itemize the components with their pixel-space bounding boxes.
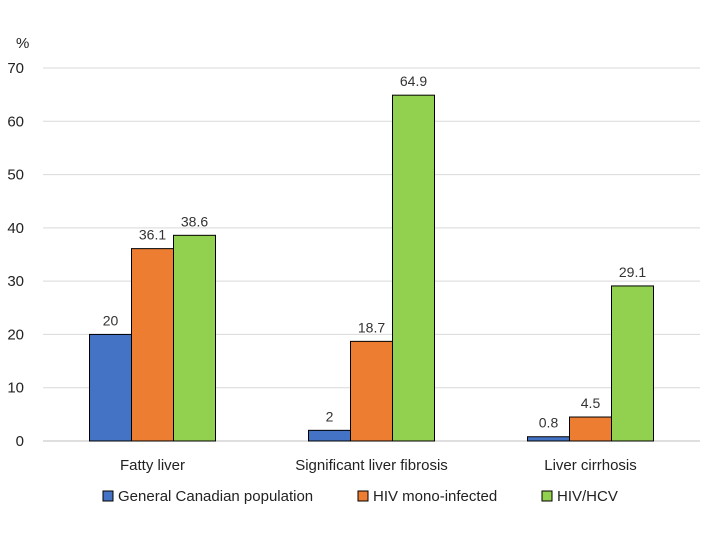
y-tick-label: 70 (7, 60, 24, 77)
y-tick-label: 0 (16, 433, 24, 450)
bar-2-2 (350, 340, 393, 442)
legend-label: HIV mono-infected (373, 488, 497, 505)
y-tick-label: 30 (7, 273, 24, 290)
data-label: 36.1 (139, 227, 166, 243)
y-axis-unit-label: % (16, 35, 29, 52)
legend-swatch (357, 490, 369, 502)
category-label: Fatty liver (120, 457, 185, 474)
bar-1-1 (89, 333, 132, 442)
y-axis-ticks: 0 10 20 30 40 50 60 70 (7, 60, 24, 450)
legend-swatch (541, 490, 553, 502)
bar-3-3 (611, 285, 654, 442)
y-tick-label: 60 (7, 113, 24, 130)
data-label: 18.7 (358, 319, 385, 335)
legend-swatch (102, 490, 114, 502)
data-label: 20 (103, 312, 119, 328)
category-label: Liver cirrhosis (544, 457, 637, 474)
legend-label: General Canadian population (118, 488, 313, 505)
legend: General Canadian population HIV mono-infe… (102, 488, 618, 505)
data-labels: 20 36.1 38.6 2 18.7 64.9 0.8 4.5 29.1 (103, 73, 647, 431)
data-label: 38.6 (181, 213, 208, 229)
y-tick-label: 10 (7, 380, 24, 397)
legend-label: HIV/HCV (557, 488, 618, 505)
data-label: 4.5 (581, 395, 601, 411)
bar-3-1 (173, 234, 216, 442)
bars (89, 94, 654, 442)
data-label: 64.9 (400, 73, 427, 89)
y-tick-label: 50 (7, 167, 24, 184)
legend-item: HIV/HCV (541, 488, 618, 505)
y-tick-label: 40 (7, 220, 24, 237)
data-label: 0.8 (539, 415, 559, 431)
data-label: 29.1 (619, 264, 646, 280)
category-label: Significant liver fibrosis (295, 457, 448, 474)
bar-3-2 (392, 94, 435, 442)
bar-1-2 (308, 429, 351, 442)
bar-1-3 (527, 436, 570, 442)
legend-item: HIV mono-infected (357, 488, 497, 505)
y-tick-label: 20 (7, 326, 24, 343)
bar-2-1 (131, 248, 174, 442)
legend-item: General Canadian population (102, 488, 313, 505)
data-label: 2 (326, 408, 334, 424)
category-labels: Fatty liver Significant liver fibrosis Liv… (120, 457, 637, 474)
bar-2-3 (569, 416, 612, 442)
